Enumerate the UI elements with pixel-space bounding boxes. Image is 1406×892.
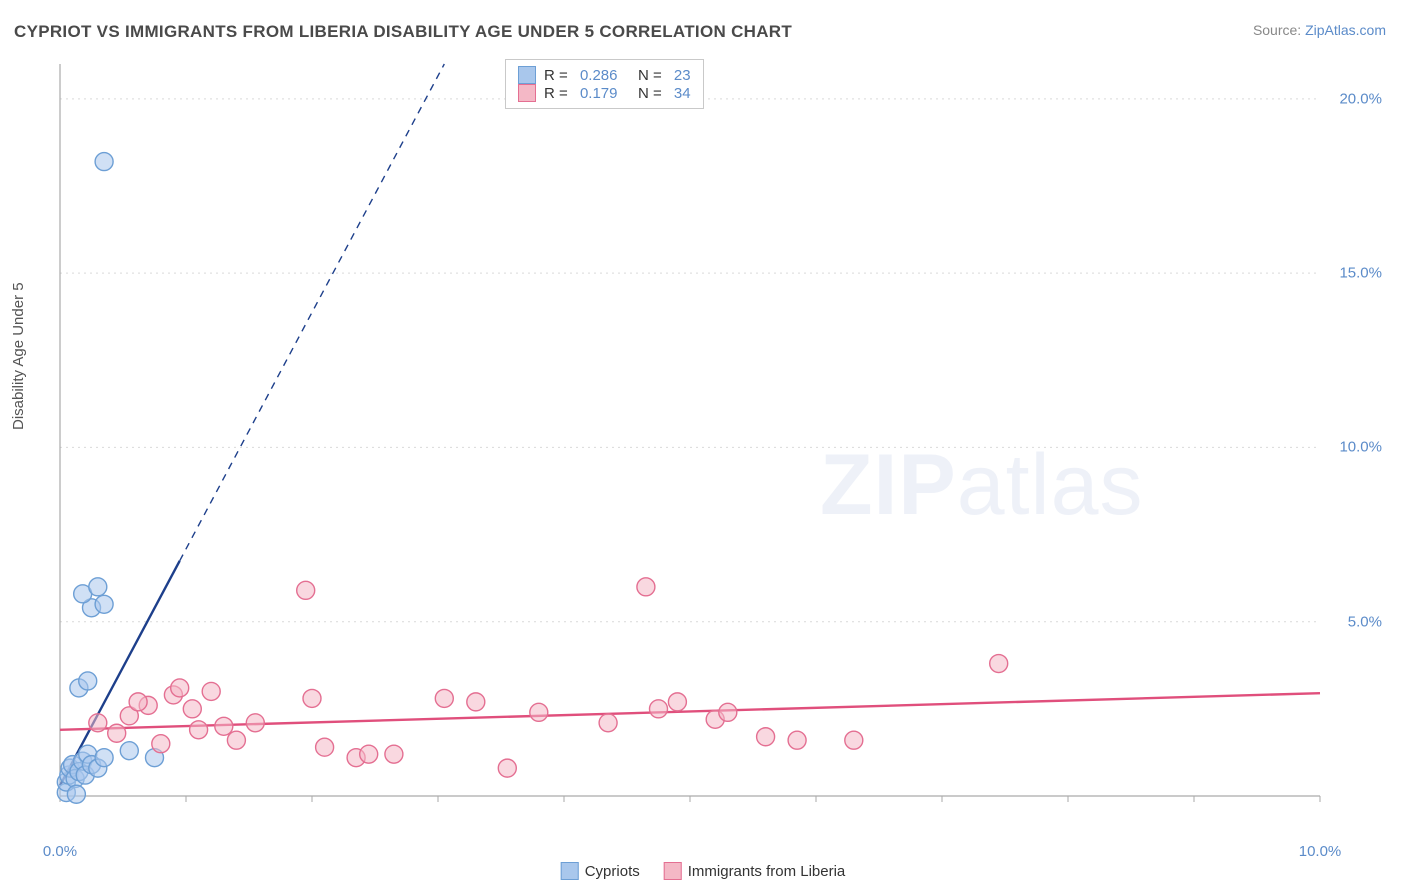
legend-swatch — [518, 66, 536, 84]
legend-swatch — [561, 862, 579, 880]
legend-swatch — [664, 862, 682, 880]
source-attribution: Source: ZipAtlas.com — [1253, 22, 1386, 38]
legend-label: Immigrants from Liberia — [688, 863, 846, 880]
y-axis-label: Disability Age Under 5 — [10, 282, 27, 430]
r-value: 0.286 — [580, 67, 618, 84]
y-tick-label: 15.0% — [1339, 265, 1382, 282]
chart-svg — [50, 56, 1390, 836]
r-value: 0.179 — [580, 85, 618, 102]
y-tick-label: 10.0% — [1339, 439, 1382, 456]
legend-bottom: Cypriots Immigrants from Liberia — [561, 862, 846, 880]
x-tick-label: 0.0% — [43, 843, 77, 860]
legend-item: Cypriots — [561, 862, 640, 880]
source-label: Source: — [1253, 22, 1305, 38]
n-value: 23 — [674, 67, 691, 84]
stats-legend-box: R = 0.286 N = 23R = 0.179 N = 34 — [505, 59, 704, 109]
legend-item: Immigrants from Liberia — [664, 862, 846, 880]
stats-row: R = 0.286 N = 23 — [518, 66, 691, 84]
legend-swatch — [518, 84, 536, 102]
chart-plot-area: ZIPatlas R = 0.286 N = 23R = 0.179 N = 3… — [50, 56, 1390, 836]
y-tick-label: 20.0% — [1339, 90, 1382, 107]
stats-row: R = 0.179 N = 34 — [518, 84, 691, 102]
legend-label: Cypriots — [585, 863, 640, 880]
n-value: 34 — [674, 85, 691, 102]
source-link[interactable]: ZipAtlas.com — [1305, 22, 1386, 38]
chart-title: CYPRIOT VS IMMIGRANTS FROM LIBERIA DISAB… — [14, 22, 792, 42]
x-tick-label: 10.0% — [1299, 843, 1342, 860]
y-tick-label: 5.0% — [1348, 613, 1382, 630]
